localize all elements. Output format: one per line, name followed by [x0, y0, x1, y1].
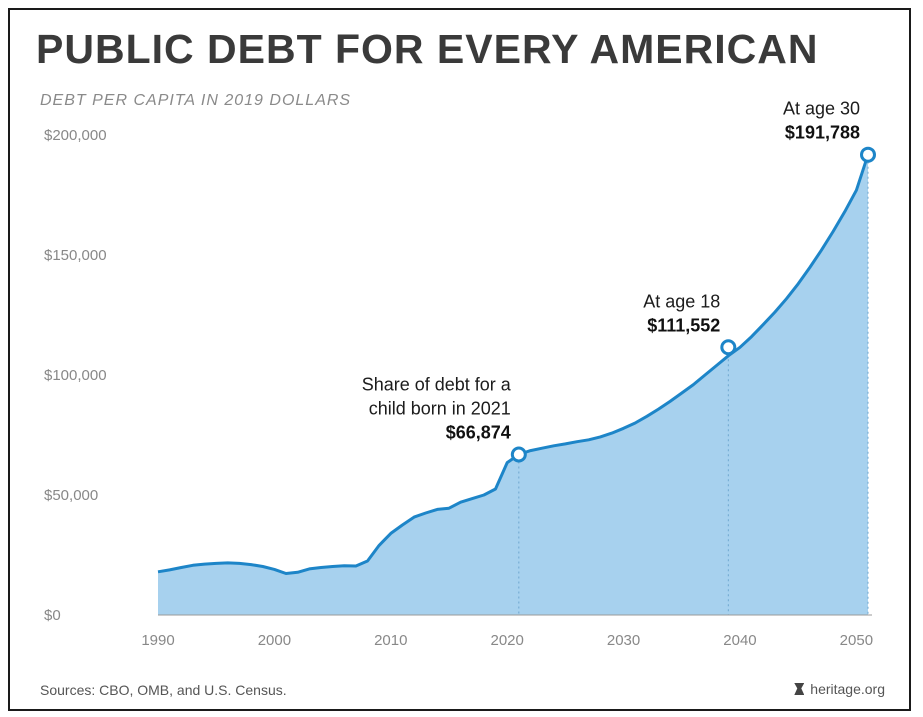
annotation-value: $111,552: [647, 315, 720, 335]
annotation-text: At age 18: [643, 291, 720, 311]
annotation-labels: Share of debt for a child born in 2021 $66…: [362, 99, 860, 443]
x-tick-label: 2010: [374, 632, 407, 649]
x-tick-label: 1990: [141, 632, 174, 649]
x-tick-label: 2020: [490, 632, 523, 649]
annotation-text: Share of debt for a: [362, 375, 512, 395]
x-tick-label: 2040: [723, 632, 756, 649]
brand-label: heritage.org: [810, 681, 885, 697]
y-tick-label: $150,000: [44, 247, 107, 264]
annotation-markers: [510, 146, 876, 463]
y-tick-label: $200,000: [44, 127, 107, 144]
annotation-value: $66,874: [446, 423, 511, 443]
annotation-marker: [510, 446, 527, 463]
debt-area: [158, 154, 868, 615]
chart-title: PUBLIC DEBT FOR EVERY AMERICAN: [36, 26, 819, 72]
annotation-text: At age 30: [783, 99, 860, 119]
y-tick-label: $0: [44, 607, 61, 624]
annotation-text: child born in 2021: [369, 399, 511, 419]
annotation-marker: [720, 339, 737, 356]
annotation-guides: [518, 161, 869, 615]
x-tick-label: 2050: [840, 632, 873, 649]
x-tick-label: 2000: [258, 632, 291, 649]
x-axis-ticks: 1990 2000 2010 2020 2030 2040 2050: [141, 632, 873, 649]
y-tick-label: $50,000: [44, 487, 98, 504]
y-axis-ticks: $0 $50,000 $100,000 $150,000 $200,000: [44, 127, 107, 624]
x-tick-label: 2030: [607, 632, 640, 649]
chart-subtitle: DEBT PER CAPITA IN 2019 DOLLARS: [40, 92, 352, 109]
sources-note: Sources: CBO, OMB, and U.S. Census.: [40, 682, 287, 698]
heritage-logo-icon: [794, 683, 805, 695]
y-tick-label: $100,000: [44, 367, 107, 384]
annotation-value: $191,788: [785, 123, 860, 143]
annotation-marker: [860, 146, 876, 163]
brand: heritage.org: [794, 681, 885, 697]
